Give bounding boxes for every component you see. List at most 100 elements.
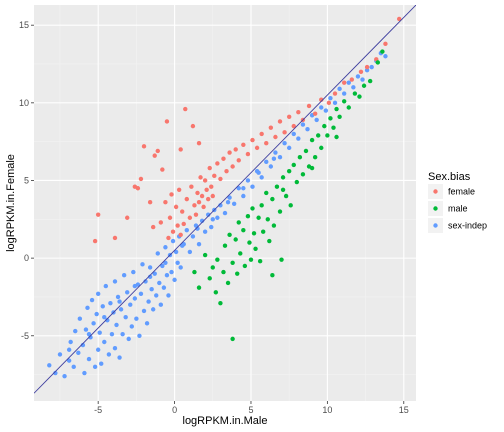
point-sex-indep bbox=[166, 293, 171, 298]
point-sex-indep bbox=[114, 322, 119, 328]
point-sex-indep bbox=[187, 249, 193, 255]
point-male bbox=[294, 179, 300, 185]
point-sex-indep bbox=[241, 186, 246, 191]
point-sex-indep bbox=[154, 293, 159, 298]
point-sex-indep bbox=[351, 85, 356, 90]
point-female bbox=[319, 97, 324, 102]
point-male bbox=[238, 251, 243, 256]
point-male bbox=[309, 165, 315, 171]
point-sex-indep bbox=[94, 311, 99, 317]
legend-swatch-sex-indep bbox=[433, 223, 438, 228]
point-sex-indep bbox=[264, 159, 269, 165]
point-female bbox=[167, 215, 173, 220]
point-sex-indep bbox=[259, 175, 264, 180]
point-sex-indep bbox=[383, 54, 388, 59]
point-male bbox=[322, 123, 327, 129]
point-female bbox=[332, 91, 338, 96]
point-male bbox=[241, 227, 246, 233]
point-sex-indep bbox=[129, 324, 134, 329]
point-sex-indep bbox=[157, 280, 162, 286]
point-male bbox=[259, 203, 264, 208]
point-sex-indep bbox=[89, 297, 95, 303]
point-male bbox=[215, 257, 220, 262]
y-tick-label: -5 bbox=[21, 331, 29, 341]
point-male bbox=[334, 134, 339, 140]
point-sex-indep bbox=[109, 332, 115, 337]
point-sex-indep bbox=[143, 279, 148, 284]
point-male bbox=[303, 148, 309, 154]
point-sex-indep bbox=[125, 290, 130, 295]
point-female bbox=[277, 119, 283, 124]
point-female bbox=[150, 224, 156, 230]
reference-line bbox=[34, 5, 416, 394]
x-axis-ticks: -5 0 5 10 15 bbox=[94, 401, 409, 415]
point-female bbox=[396, 16, 402, 22]
point-sex-indep bbox=[300, 122, 306, 127]
point-male bbox=[367, 78, 373, 84]
point-female bbox=[92, 238, 98, 244]
point-male bbox=[297, 154, 303, 160]
point-male bbox=[352, 91, 358, 96]
point-sex-indep bbox=[73, 328, 78, 334]
point-female bbox=[178, 147, 183, 152]
point-sex-indep bbox=[105, 318, 110, 323]
point-sex-indep bbox=[268, 164, 274, 169]
legend-label-sex-indep: sex-indep bbox=[448, 221, 487, 231]
point-sex-indep bbox=[225, 200, 231, 205]
point-male bbox=[325, 133, 330, 138]
point-male bbox=[375, 60, 380, 65]
point-sex-indep bbox=[277, 154, 283, 160]
point-male bbox=[312, 154, 318, 160]
point-male bbox=[253, 246, 258, 252]
y-axis-title: logRPKM.in.Female bbox=[5, 154, 17, 252]
point-male bbox=[346, 105, 351, 110]
point-sex-indep bbox=[173, 249, 179, 255]
point-male bbox=[291, 162, 296, 168]
point-sex-indep bbox=[120, 332, 125, 337]
point-female bbox=[164, 119, 170, 124]
point-male bbox=[245, 214, 251, 219]
point-sex-indep bbox=[66, 347, 72, 352]
point-female bbox=[264, 141, 269, 146]
point-female bbox=[245, 151, 251, 157]
legend-label-male: male bbox=[448, 204, 468, 214]
point-female bbox=[212, 173, 217, 179]
y-tick-label: 15 bbox=[19, 20, 29, 30]
point-sex-indep bbox=[210, 217, 215, 222]
point-female bbox=[196, 200, 202, 205]
point-male bbox=[257, 259, 263, 264]
point-sex-indep bbox=[271, 156, 277, 161]
point-sex-indep bbox=[103, 283, 109, 289]
point-female bbox=[218, 176, 223, 182]
point-male bbox=[361, 83, 367, 88]
point-male bbox=[233, 237, 238, 242]
y-tick-label: 0 bbox=[24, 253, 29, 263]
point-female bbox=[173, 204, 179, 210]
x-axis-title: logRPKM.in.Male bbox=[183, 415, 268, 427]
point-sex-indep bbox=[190, 234, 196, 239]
point-male bbox=[247, 240, 252, 245]
point-male bbox=[261, 229, 266, 234]
point-female bbox=[364, 64, 370, 70]
point-sex-indep bbox=[337, 86, 342, 92]
point-sex-indep bbox=[163, 260, 168, 265]
point-sex-indep bbox=[147, 265, 153, 270]
point-male bbox=[265, 217, 270, 222]
point-sex-indep bbox=[71, 364, 76, 370]
point-male bbox=[271, 223, 277, 228]
point-male bbox=[235, 271, 240, 276]
point-female bbox=[125, 215, 130, 220]
point-male bbox=[264, 190, 269, 196]
point-sex-indep bbox=[77, 316, 83, 321]
point-sex-indep bbox=[85, 305, 90, 311]
point-sex-indep bbox=[62, 373, 67, 379]
point-male bbox=[227, 232, 232, 238]
point-sex-indep bbox=[236, 186, 241, 191]
point-sex-indep bbox=[180, 243, 185, 248]
point-sex-indep bbox=[158, 302, 164, 307]
point-sex-indep bbox=[117, 299, 122, 304]
point-sex-indep bbox=[132, 283, 138, 289]
y-tick-label: 5 bbox=[24, 175, 29, 185]
point-sex-indep bbox=[126, 336, 131, 342]
point-sex-indep bbox=[170, 238, 176, 244]
